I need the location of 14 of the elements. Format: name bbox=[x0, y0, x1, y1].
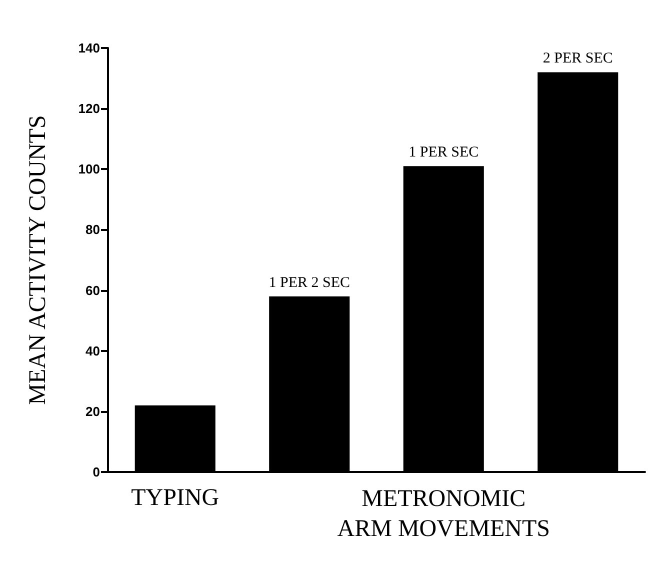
x-tick-label: TYPING bbox=[131, 485, 220, 511]
y-tick-label: 100 bbox=[78, 162, 100, 177]
y-tick-label: 40 bbox=[86, 343, 100, 358]
annotation: 2 PER SEC bbox=[542, 50, 613, 67]
x-axis-title: METRONOMIC ARM MOVEMENTS bbox=[337, 486, 550, 542]
y-tick-label: 120 bbox=[78, 101, 100, 116]
y-axis-title: MEAN ACTIVITY COUNTS bbox=[25, 115, 51, 405]
y-tick-label: 140 bbox=[78, 40, 100, 56]
y-tick-label: 60 bbox=[86, 282, 100, 298]
y-tick-label: 20 bbox=[86, 404, 100, 419]
y-tick-label: 80 bbox=[86, 222, 100, 238]
y-tick-label: 0 bbox=[92, 464, 100, 480]
annotation: 1 PER SEC bbox=[408, 144, 479, 161]
annotation: 1 PER 2 SEC bbox=[268, 274, 350, 291]
